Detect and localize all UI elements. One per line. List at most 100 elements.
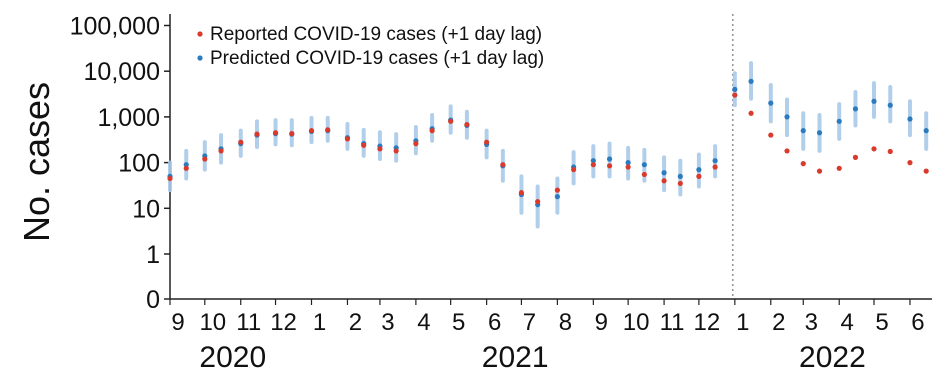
predicted-point	[784, 114, 790, 120]
x-tick-label: 6	[911, 309, 924, 336]
predicted-point	[852, 106, 859, 112]
reported-point	[554, 187, 560, 193]
reported-point	[393, 148, 399, 154]
reported-point	[238, 139, 244, 145]
legend-marker	[197, 55, 203, 61]
y-tick-label: 10	[132, 195, 160, 223]
y-tick-label: 100,000	[70, 13, 160, 41]
reported-point	[641, 171, 647, 178]
reported-point	[784, 148, 790, 154]
reported-point	[661, 178, 667, 184]
reported-point	[254, 131, 260, 137]
reported-point	[748, 110, 754, 116]
y-tick-label: 1,000	[97, 104, 160, 132]
predicted-point	[887, 102, 893, 108]
reported-point	[571, 167, 577, 173]
reported-point	[344, 136, 351, 142]
reported-point	[500, 162, 506, 168]
reported-point	[907, 160, 913, 166]
predicted-point	[606, 156, 613, 162]
reported-point	[448, 118, 454, 124]
x-tick-label: 9	[171, 309, 184, 336]
reported-point	[167, 175, 173, 182]
reported-point	[413, 141, 419, 147]
predicted-point	[696, 167, 702, 173]
reported-point	[677, 180, 683, 187]
reported-point	[836, 165, 842, 171]
x-tick-label: 7	[523, 309, 536, 336]
predicted-point	[907, 116, 913, 122]
reported-point	[183, 165, 189, 171]
y-axis-title-group: No. cases	[16, 82, 57, 242]
reported-point	[361, 142, 367, 148]
reported-point	[712, 164, 718, 170]
x-tick-label: 10	[199, 309, 226, 336]
x-tick-label: 4	[417, 309, 430, 336]
reported-point	[696, 173, 702, 179]
x-tick-label: 12	[270, 309, 297, 336]
y-tick-label: 100	[118, 150, 160, 178]
predicted-point	[748, 78, 754, 84]
x-tick-label: 3	[805, 309, 818, 336]
reported-point	[606, 163, 613, 169]
reported-point	[535, 199, 541, 205]
reported-point	[852, 154, 859, 160]
y-axis-title: No. cases	[16, 82, 57, 242]
reported-point	[732, 92, 738, 98]
reported-point	[325, 127, 331, 133]
reported-point	[800, 161, 806, 167]
reported-point	[289, 131, 295, 137]
reported-point	[871, 146, 877, 152]
y-tick-label: 10,000	[84, 58, 160, 86]
reported-point	[202, 156, 208, 162]
x-tick-label: 5	[875, 309, 888, 336]
predicted-point	[625, 160, 631, 166]
x-year-label: 2022	[799, 341, 866, 373]
x-tick-label: 2	[772, 309, 785, 336]
x-tick-label: 10	[623, 309, 650, 336]
x-tick-label: 11	[236, 309, 261, 336]
predicted-point	[732, 86, 738, 92]
reported-point	[272, 130, 279, 136]
legend-label: Predicted COVID-19 cases (+1 day lag)	[210, 48, 544, 69]
x-tick-label: 11	[660, 309, 685, 336]
reported-point	[518, 190, 525, 196]
reported-point	[768, 132, 774, 138]
predicted-point	[923, 128, 929, 134]
reported-point	[464, 121, 470, 128]
legend-marker	[197, 31, 203, 37]
reported-point	[377, 146, 383, 152]
legend-label: Reported COVID-19 cases (+1 day lag)	[210, 24, 542, 45]
x-tick-label: 6	[488, 309, 501, 336]
reported-point	[429, 128, 435, 134]
x-tick-label: 1	[736, 309, 749, 336]
reported-point	[484, 139, 490, 145]
x-tick-label: 2	[349, 309, 362, 336]
reported-point	[816, 168, 823, 174]
predicted-point	[836, 118, 842, 124]
reported-point	[625, 164, 631, 170]
x-tick-label: 3	[381, 309, 394, 336]
predicted-point	[554, 194, 560, 200]
x-tick-label: 12	[694, 309, 721, 336]
x-tick-label: 5	[452, 309, 465, 336]
reported-point	[218, 148, 224, 154]
y-tick-label: 1	[146, 241, 160, 269]
x-tick-label: 4	[841, 309, 854, 336]
x-year-label: 2021	[482, 341, 549, 373]
predicted-point	[183, 162, 189, 168]
predicted-point	[816, 130, 823, 136]
reported-point	[887, 148, 893, 155]
legend: Reported COVID-19 cases (+1 day lag) Pred…	[197, 24, 544, 69]
predicted-point	[800, 128, 806, 134]
predicted-point	[590, 158, 596, 164]
y-tick-label: 0	[146, 286, 160, 314]
reported-point	[308, 128, 315, 134]
predicted-point	[871, 98, 877, 104]
x-tick-label: 1	[313, 309, 326, 336]
predicted-point	[641, 162, 647, 168]
predicted-point	[677, 173, 683, 179]
